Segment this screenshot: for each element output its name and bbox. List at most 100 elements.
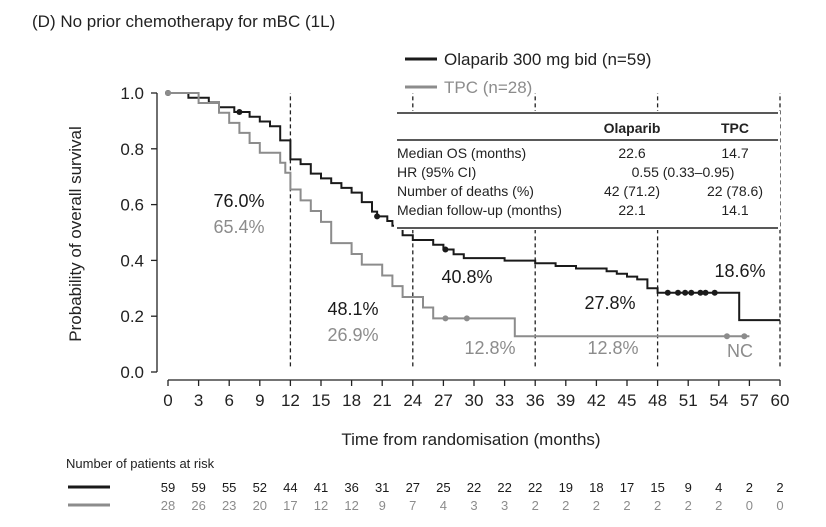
- censor-mark: [682, 289, 689, 296]
- censor-mark: [741, 333, 748, 340]
- at-risk-count: 9: [379, 498, 386, 513]
- censor-mark: [463, 315, 470, 322]
- at-risk-count: 59: [161, 480, 175, 495]
- at-risk-count: 19: [559, 480, 573, 495]
- axes: 0.00.20.40.60.81.00 3 6 9 12 15 18 21 24 27 30 33 36…: [120, 84, 789, 410]
- x-tick-label: 33: [495, 391, 514, 410]
- table-cell: 22.1: [618, 202, 645, 218]
- at-risk-count: 2: [715, 498, 722, 513]
- landmark-annotation: 27.8%: [584, 293, 635, 313]
- x-tick-label: 48: [648, 391, 667, 410]
- table-cell: 0.55 (0.33–0.95): [632, 164, 735, 180]
- table-cell: 42 (71.2): [604, 183, 660, 199]
- at-risk-count: 4: [715, 480, 722, 495]
- at-risk-title: Number of patients at risk: [66, 456, 215, 471]
- at-risk-count: 7: [409, 498, 416, 513]
- at-risk-count: 2: [654, 498, 661, 513]
- x-tick-label: 51: [679, 391, 698, 410]
- x-tick-label: 6: [224, 391, 233, 410]
- x-tick-label: 24: [403, 391, 422, 410]
- at-risk-count: 27: [406, 480, 420, 495]
- at-risk-count: 55: [222, 480, 236, 495]
- at-risk-table: 59 59 55 52 44 41 36 31 27 25 22 22 22 19 18 17 15 9 4 2 228…: [161, 480, 784, 513]
- tpc-curve: [168, 92, 750, 338]
- landmark-annotation: 18.6%: [714, 261, 765, 281]
- at-risk-count: 2: [776, 480, 783, 495]
- y-tick-label: 0.6: [120, 196, 144, 215]
- table-cell: 22.6: [618, 145, 645, 161]
- x-tick-label: 60: [771, 391, 790, 410]
- y-tick-label: 0.2: [120, 307, 144, 326]
- legend-label-tpc: TPC (n=28): [444, 78, 532, 97]
- y-tick-label: 0.0: [120, 363, 144, 382]
- at-risk-count: 18: [589, 480, 603, 495]
- at-risk-count: 59: [191, 480, 205, 495]
- at-risk-count: 15: [650, 480, 664, 495]
- at-risk-count: 28: [161, 498, 175, 513]
- at-risk-count: 2: [532, 498, 539, 513]
- table-rows: Median OS (months) 22.6 14.7 HR (95% CI) 0.5…: [397, 145, 763, 218]
- at-risk-count: 2: [685, 498, 692, 513]
- at-risk-count: 3: [470, 498, 477, 513]
- censor-mark: [702, 289, 709, 296]
- x-tick-label: 36: [526, 391, 545, 410]
- at-risk-count: 20: [253, 498, 267, 513]
- y-tick-label: 1.0: [120, 84, 144, 103]
- x-tick-label: 12: [281, 391, 300, 410]
- at-risk-count: 2: [623, 498, 630, 513]
- x-tick-label: 27: [434, 391, 453, 410]
- table-header-olaparib: Olaparib: [604, 120, 661, 136]
- x-tick-label: 0: [163, 391, 172, 410]
- at-risk-count: 17: [283, 498, 297, 513]
- olaparib-curve: [168, 92, 780, 322]
- landmark-annotation: 76.0%: [213, 191, 264, 211]
- censor-mark: [688, 289, 695, 296]
- y-axis-label: Probability of overall survival: [66, 126, 85, 341]
- table-row-label: Median OS (months): [397, 145, 526, 161]
- at-risk-count: 17: [620, 480, 634, 495]
- at-risk-count: 36: [344, 480, 358, 495]
- landmark-annotation: 12.8%: [464, 338, 515, 358]
- table-row-label: Median follow-up (months): [397, 202, 562, 218]
- censor-mark: [697, 289, 704, 296]
- censor-mark: [165, 90, 171, 96]
- table-header-tpc: TPC: [721, 120, 749, 136]
- landmark-annotation: 26.9%: [327, 325, 378, 345]
- x-tick-label: 18: [342, 391, 361, 410]
- at-risk-count: 3: [501, 498, 508, 513]
- at-risk-count: 12: [314, 498, 328, 513]
- censor-mark: [664, 289, 671, 296]
- x-tick-label: 42: [587, 391, 606, 410]
- censor-mark: [374, 213, 381, 220]
- table-cell: 14.1: [721, 202, 748, 218]
- at-risk-count: 12: [344, 498, 358, 513]
- legend-label-olaparib: Olaparib 300 mg bid (n=59): [444, 50, 651, 69]
- x-tick-label: 3: [194, 391, 203, 410]
- censor-mark: [442, 315, 449, 322]
- at-risk-count: 31: [375, 480, 389, 495]
- stats-table: Olaparib TPC Median OS (months) 22.6 14.7 H…: [394, 111, 780, 230]
- at-risk-count: 22: [528, 480, 542, 495]
- at-risk-count: 44: [283, 480, 297, 495]
- censor-mark: [442, 246, 449, 253]
- at-risk-count: 41: [314, 480, 328, 495]
- survival-curves: [165, 90, 780, 340]
- landmark-annotation: 48.1%: [327, 299, 378, 319]
- table-cell: 22 (78.6): [707, 183, 763, 199]
- at-risk-count: 22: [497, 480, 511, 495]
- at-risk-count: 2: [562, 498, 569, 513]
- legend: Olaparib 300 mg bid (n=59) TPC (n=28): [405, 50, 651, 97]
- table-row-label: Number of deaths (%): [397, 183, 534, 199]
- at-risk-count: 0: [746, 498, 753, 513]
- x-tick-label: 54: [709, 391, 728, 410]
- censor-mark: [723, 333, 730, 340]
- table-cell: 14.7: [721, 145, 748, 161]
- chart-title: (D) No prior chemotherapy for mBC (1L): [32, 12, 335, 31]
- x-axis-label: Time from randomisation (months): [341, 430, 600, 449]
- annotations: 76.0% 65.4% 48.1% 26.9% 40.8% 12.8% 27.8% 12.8%…: [213, 191, 765, 361]
- at-risk-count: 26: [191, 498, 205, 513]
- x-tick-label: 21: [373, 391, 392, 410]
- y-tick-label: 0.8: [120, 140, 144, 159]
- censor-mark: [675, 289, 681, 296]
